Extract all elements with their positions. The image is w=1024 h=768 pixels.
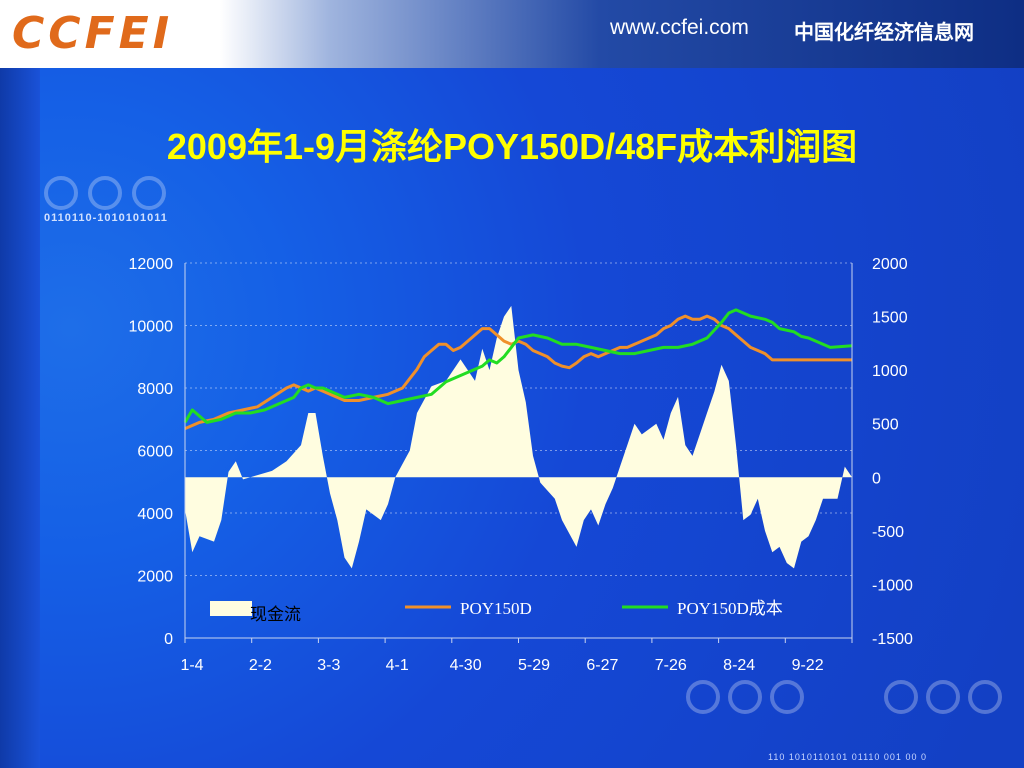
left-tick-label: 2000 [137, 569, 173, 586]
legend-label: 现金流 [250, 605, 301, 624]
site-logo[interactable]: CCFEI [12, 10, 173, 58]
x-tick-label: 9-22 [792, 657, 824, 674]
x-tick-label: 3-3 [317, 657, 340, 674]
series-price-line [184, 314, 852, 430]
bottom-binary-text: 110 1010110101 01110 001 00 0 [768, 752, 927, 762]
right-tick-label: 500 [872, 417, 899, 434]
right-tick-label: -1000 [872, 577, 913, 594]
logo-text: CCFEI [12, 8, 174, 59]
left-tick-label: 8000 [137, 381, 173, 398]
right-tick-label: 2000 [872, 256, 908, 273]
cash-flow-area [185, 305, 852, 569]
header-bar: CCFEI www.ccfei.com 中国化纤经济信息网 [0, 0, 1024, 68]
series-cost-line [183, 308, 853, 424]
left-tick-label: 0 [164, 631, 173, 648]
chart-title: 2009年1-9月涤纶POY150D/48F成本利润图 [166, 126, 858, 167]
x-tick-label: 4-30 [450, 657, 482, 674]
left-tick-label: 10000 [129, 319, 174, 336]
site-url[interactable]: www.ccfei.com [610, 16, 749, 39]
series-cash-flow-area [185, 305, 852, 569]
x-tick-label: 1-4 [180, 657, 203, 674]
decorative-binary-text: 0110110-1010101011 [44, 212, 168, 224]
x-tick-label: 5-29 [518, 657, 550, 674]
left-tick-label: 6000 [137, 444, 173, 461]
legend-label: POY150D成本 [677, 599, 783, 618]
x-tick-label: 2-2 [249, 657, 272, 674]
legend-swatch-cash-flow [210, 601, 252, 616]
right-tick-label: 1500 [872, 310, 908, 327]
x-tick-label: 8-24 [723, 657, 755, 674]
right-tick-label: 1000 [872, 363, 908, 380]
left-strip [0, 68, 40, 768]
x-tick-label: 6-27 [586, 657, 618, 674]
x-tick-label: 7-26 [655, 657, 687, 674]
right-tick-label: -1500 [872, 631, 913, 648]
legend: 现金流 POY150D POY150D成本 [210, 599, 783, 624]
series-lines [183, 308, 853, 430]
right-tick-label: -500 [872, 524, 904, 541]
axes: 020004000600080001000012000-1500-1000-50… [129, 256, 914, 674]
right-tick-label: 0 [872, 470, 881, 487]
left-tick-label: 12000 [129, 256, 174, 273]
left-tick-label: 4000 [137, 506, 173, 523]
site-name: 中国化纤经济信息网 [794, 22, 974, 44]
legend-label: POY150D [460, 599, 532, 618]
x-tick-label: 4-1 [386, 657, 409, 674]
